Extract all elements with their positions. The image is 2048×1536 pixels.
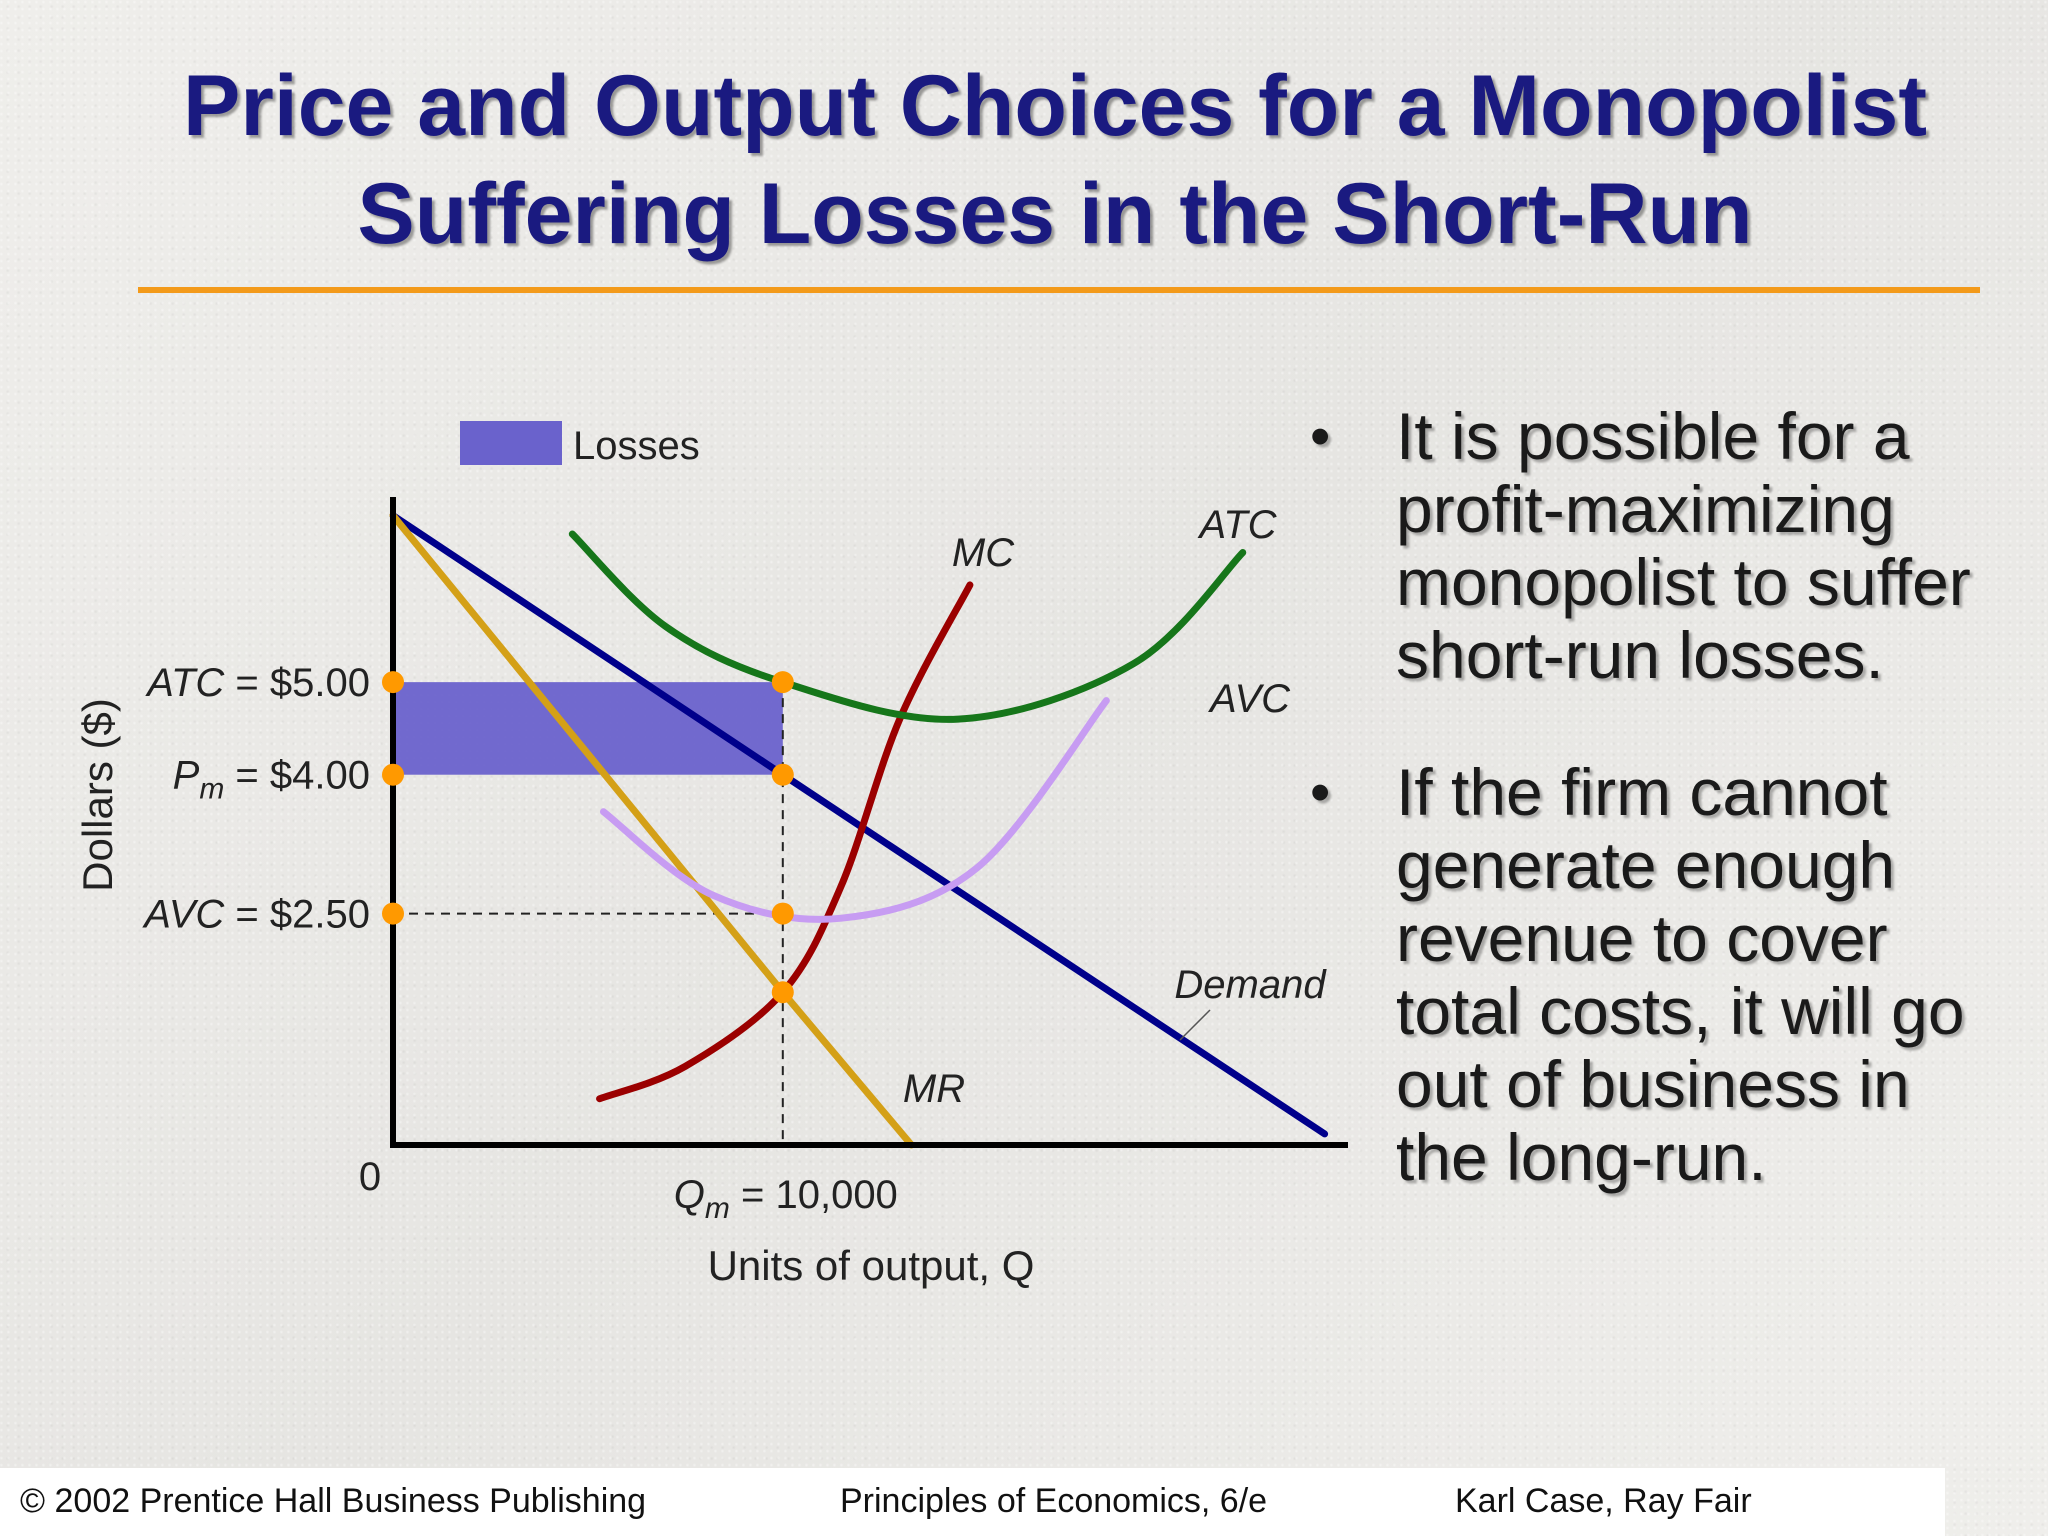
bullet-item: • It is possible for a profit-maximizing…: [1310, 400, 2010, 692]
curve-label-mr: MR: [903, 1067, 965, 1111]
curve-atc: [568, 530, 1247, 723]
curve-label-demand: Demand: [1174, 963, 1327, 1007]
equilibrium-point: [771, 671, 794, 694]
y-marker-label-avc: AVC = $2.50: [142, 893, 370, 937]
monopolist-loss-chart: Demand MR MC ATC AVC ATC = $5.00 Pm = $4.00 AVC…: [74, 421, 1348, 1289]
curve-label-avc: AVC: [1208, 677, 1291, 721]
demand-label-pointer: [1179, 1009, 1211, 1041]
y-marker-label-atc: ATC = $5.00: [145, 661, 370, 705]
slide-title: Price and Output Choices for a Monopolis…: [120, 52, 1990, 268]
equilibrium-point: [771, 981, 794, 1004]
curve-mr: [389, 512, 915, 1149]
equilibrium-point: [382, 671, 404, 694]
curve-label-mc: MC: [952, 531, 1015, 575]
curve-mc: [596, 581, 974, 1103]
equilibrium-point: [382, 763, 404, 786]
footer-authors: Karl Case, Ray Fair: [1455, 1482, 1752, 1520]
bullet-dot-icon: •: [1310, 404, 1331, 469]
x-axis-title: Units of output, Q: [708, 1242, 1035, 1289]
y-marker-label-pm: Pm = $4.00: [173, 754, 370, 806]
legend-swatch: [460, 421, 562, 465]
bullet-item: • If the firm cannot generate enough rev…: [1310, 756, 2010, 1194]
curve-demand: [389, 512, 1329, 1138]
x-marker-label-qm: Qm = 10,000: [674, 1173, 898, 1225]
bullet-text: If the firm cannot generate enough reven…: [1396, 755, 1965, 1194]
footer-book-title: Principles of Economics, 6/e: [840, 1482, 1268, 1520]
y-axis-title: Dollars ($): [74, 698, 121, 892]
bullet-text: It is possible for a profit-maximizing m…: [1396, 399, 1971, 692]
legend-label: Losses: [573, 424, 700, 468]
bullet-list: • It is possible for a profit-maximizing…: [1310, 400, 2010, 1258]
title-line-2: Suffering Losses in the Short-Run: [357, 166, 1753, 262]
bullet-dot-icon: •: [1310, 760, 1331, 825]
origin-label: 0: [359, 1155, 381, 1199]
equilibrium-point: [382, 902, 404, 925]
curve-avc: [599, 697, 1110, 923]
title-line-1: Price and Output Choices for a Monopolis…: [183, 58, 1927, 154]
equilibrium-point: [771, 763, 794, 786]
footer-bar: © 2002 Prentice Hall Business Publishing…: [0, 1468, 1945, 1536]
footer-copyright: © 2002 Prentice Hall Business Publishing: [20, 1482, 647, 1520]
losses-area: [393, 682, 783, 775]
curve-label-atc: ATC: [1197, 503, 1277, 547]
equilibrium-point: [771, 902, 794, 925]
title-underline: [138, 287, 1980, 293]
